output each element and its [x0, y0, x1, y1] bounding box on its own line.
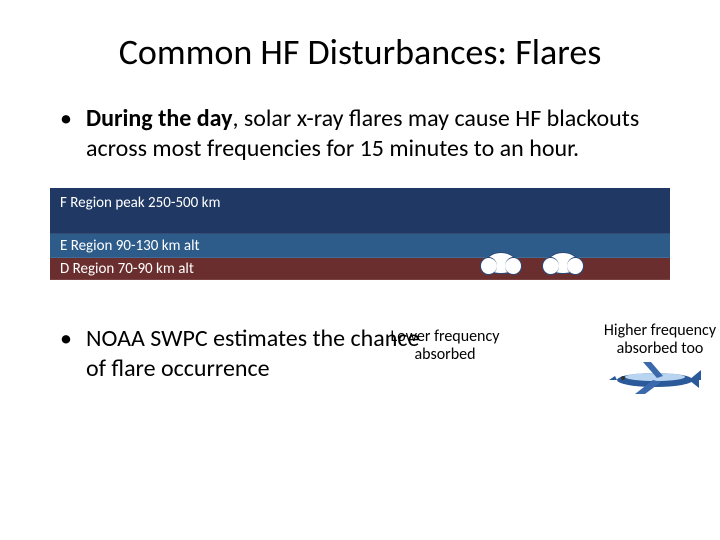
bullet-marker: •: [60, 324, 72, 384]
slide: Common HF Disturbances: Flares • During …: [0, 0, 720, 540]
ionosphere-layers: F Region peak 250-500 km E Region 90-130…: [50, 188, 670, 280]
bullet-daytime-flares: • During the day, solar x-ray flares may…: [60, 104, 670, 164]
annotation-row: Lower frequency absorbed Higher frequenc…: [50, 324, 670, 384]
layer-f-region: F Region peak 250-500 km: [50, 188, 670, 234]
annotation-higher-freq: Higher frequency absorbed too: [590, 322, 720, 359]
slide-title: Common HF Disturbances: Flares: [50, 30, 670, 74]
bullet-noaa-swpc: • NOAA SWPC estimates the chance of flar…: [60, 324, 420, 384]
layer-e-label: E Region 90-130 km alt: [60, 237, 200, 255]
airplane-icon: [605, 356, 705, 396]
cloud-icon: [484, 252, 518, 274]
bullet-marker: •: [60, 104, 72, 164]
cloud-icon: [546, 252, 580, 274]
bullet-text: During the day, solar x-ray flares may c…: [86, 104, 670, 164]
layer-d-label: D Region 70-90 km alt: [60, 260, 194, 278]
annotation-lower-freq: Lower frequency absorbed: [370, 328, 520, 365]
clouds-group: [484, 252, 580, 274]
layer-d-region: D Region 70-90 km alt: [50, 258, 670, 280]
bullet-bold: During the day: [86, 104, 232, 133]
layer-f-label: F Region peak 250-500 km: [60, 194, 220, 212]
